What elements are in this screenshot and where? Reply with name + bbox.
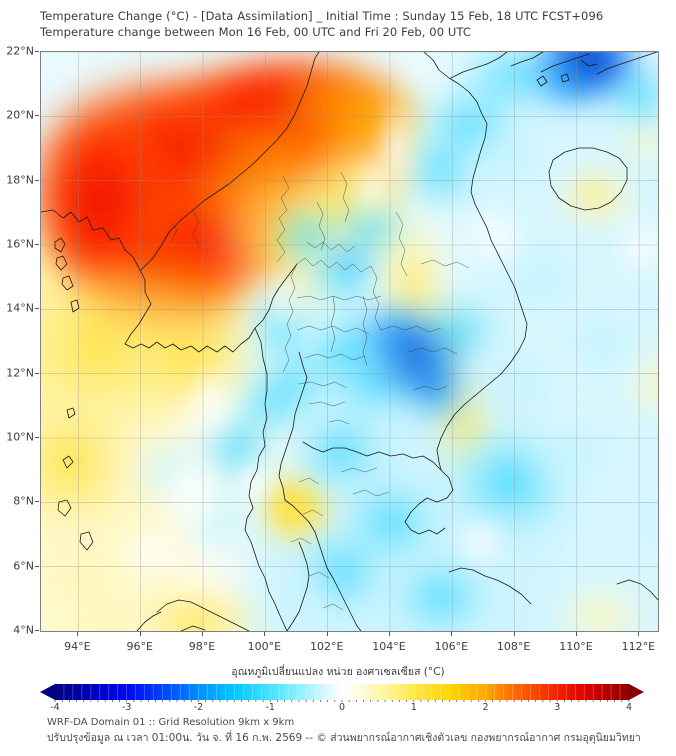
y-axis-tick	[35, 51, 39, 52]
x-axis-tick	[575, 632, 577, 636]
x-axis-tick-label: 110°E	[559, 640, 593, 653]
colorbar-tick-label: -1	[265, 702, 275, 713]
y-axis-tick	[35, 437, 39, 438]
x-axis-tick	[389, 632, 390, 636]
x-axis-tick-label: 106°E	[434, 640, 469, 653]
colorbar-tick-label: 4	[625, 702, 633, 713]
x-axis-tick	[326, 632, 328, 636]
colorbar-tick-labels: -4 -3 -2 -1 0 1 2 3 4	[0, 700, 676, 714]
colorbar-tick-label: -2	[193, 702, 204, 713]
y-axis: 4°N 6°N 8°N 10°N 12°N 14°N 16°N 18°N 20°N 22°N	[0, 45, 39, 637]
x-axis-tick	[451, 632, 453, 636]
map-admin-boundaries	[168, 171, 470, 611]
map-graticule	[41, 52, 658, 631]
chart-title-line-2: Temperature change between Mon 16 Feb, 0…	[40, 25, 471, 39]
x-axis-tick	[638, 632, 640, 636]
x-axis-tick-label: 104°E	[372, 640, 406, 653]
colorbar-gradient	[40, 684, 644, 702]
colorbar-title: อุณหภูมิเปลี่ยนแปลง หน่วย องศาเซลเซียส (…	[231, 666, 445, 678]
colorbar	[24, 682, 660, 702]
x-axis-tick-label: 98°E	[188, 640, 216, 653]
map-coastlines	[41, 52, 658, 631]
chart-title-line-1: Temperature Change (°C) - [Data Assimila…	[40, 9, 604, 23]
x-axis-tick	[513, 632, 515, 636]
colorbar-min-arrow	[40, 684, 55, 700]
x-axis-tick	[264, 632, 266, 636]
field-neutral-band	[116, 92, 658, 587]
x-axis-tick-label: 102°E	[309, 640, 344, 653]
x-axis-tick-label: 112°E	[621, 640, 656, 653]
colorbar-max-arrow	[629, 684, 644, 700]
y-axis-tick	[35, 244, 39, 245]
footer-line-credit: ปรับปรุงข้อมูล ณ เวลา 01:00น. วัน จ. ที่…	[47, 731, 641, 744]
y-axis-tick	[35, 179, 39, 181]
y-axis-tick-label: 10°N	[6, 430, 34, 444]
x-axis-tick-label: 96°E	[126, 640, 153, 653]
x-axis-tick-label: 94°E	[64, 640, 91, 653]
y-axis-tick-label: 22°N	[6, 44, 34, 58]
colorbar-tick-label: -4	[50, 702, 60, 713]
colorbar-tick-label: 2	[482, 702, 489, 713]
y-axis-tick-label: 12°N	[6, 366, 34, 380]
map-plot-area	[40, 51, 659, 632]
y-axis-tick	[35, 372, 39, 374]
x-axis-tick	[77, 632, 79, 636]
colorbar-tick-label: 3	[554, 702, 561, 713]
temperature-change-heatmap	[40, 51, 659, 632]
y-axis-tick-label: 8°N	[13, 494, 34, 508]
y-axis-tick	[35, 565, 39, 567]
footer: WRF-DA Domain 01 :: Grid Resolution 9km …	[47, 716, 667, 745]
y-axis-tick-label: 20°N	[6, 108, 34, 122]
colorbar-bar	[55, 684, 629, 700]
y-axis-tick	[35, 115, 39, 117]
y-axis-tick-label: 14°N	[6, 301, 34, 315]
y-axis-tick-label: 16°N	[6, 237, 34, 251]
y-axis-tick	[35, 501, 39, 503]
chart-title-block: Temperature Change (°C) - [Data Assimila…	[40, 8, 660, 40]
y-axis-tick	[35, 630, 39, 631]
footer-line-model: WRF-DA Domain 01 :: Grid Resolution 9km …	[47, 717, 295, 728]
colorbar-tick-label: -3	[122, 702, 132, 713]
y-axis-tick	[35, 308, 39, 310]
x-axis-tick	[139, 632, 141, 636]
colorbar-tick-label: 0	[338, 702, 346, 713]
y-axis-tick-label: 6°N	[13, 559, 34, 573]
x-axis-tick-label: 108°E	[496, 640, 531, 653]
colorbar-tick-label: 1	[410, 702, 417, 713]
y-axis-tick-label: 4°N	[13, 623, 34, 637]
x-axis-tick	[202, 632, 204, 636]
x-axis-tick-label: 100°E	[247, 640, 282, 653]
x-axis: 94°E 96°E 98°E 100°E 102°E 104°E 106°E 108°E 110…	[0, 632, 676, 654]
y-axis-tick-label: 18°N	[6, 173, 34, 187]
